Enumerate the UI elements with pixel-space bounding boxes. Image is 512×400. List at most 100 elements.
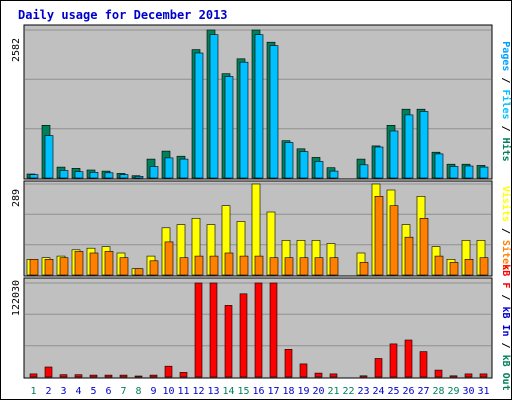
bar-kb-f-day-10 (164, 365, 173, 378)
bar-kb-f-day-30 (464, 373, 473, 378)
bar-sites-day-23 (359, 262, 369, 276)
legend-part-bottom-3: / (500, 337, 511, 355)
day-label-23: 23 (357, 386, 369, 397)
legend-part-middle-2: Sites (500, 240, 512, 270)
bar-sites-day-12 (194, 255, 204, 276)
bar-files-day-15 (239, 61, 249, 179)
day-label-29: 29 (447, 386, 459, 397)
bar-files-day-11 (179, 158, 189, 179)
bar-sites-day-5 (89, 252, 99, 276)
bar-kb-f-day-18 (284, 348, 293, 378)
bar-files-day-10 (164, 157, 174, 179)
bar-sites-day-13 (209, 255, 219, 276)
bar-files-day-12 (194, 52, 204, 179)
bar-sites-day-3 (59, 257, 69, 276)
bar-files-day-31 (479, 166, 489, 179)
day-label-10: 10 (162, 386, 174, 397)
bar-kb-f-day-26 (404, 339, 413, 378)
bar-sites-day-1 (29, 258, 39, 276)
day-label-31: 31 (477, 386, 489, 397)
bar-sites-day-27 (419, 218, 429, 276)
day-label-24: 24 (372, 386, 384, 397)
day-label-28: 28 (432, 386, 444, 397)
day-label-22: 22 (342, 386, 354, 397)
bar-files-day-8 (134, 176, 144, 179)
bar-kb-f-day-1 (29, 373, 38, 378)
bar-files-day-4 (74, 171, 84, 179)
legend-part-bottom-2: kB In (500, 306, 511, 336)
day-label-1: 1 (30, 386, 36, 397)
day-label-21: 21 (327, 386, 339, 397)
bar-kb-f-day-5 (89, 374, 98, 378)
bar-files-day-16 (254, 34, 264, 179)
legend-part-middle-0: Visits (500, 186, 512, 222)
bar-kb-f-day-24 (374, 358, 383, 378)
bar-sites-day-6 (104, 251, 114, 276)
day-label-4: 4 (75, 386, 81, 397)
bar-files-day-1 (29, 174, 39, 179)
bar-files-day-3 (59, 170, 69, 179)
bar-files-day-30 (464, 165, 474, 179)
bar-kb-f-day-6 (104, 374, 113, 378)
bar-files-day-6 (104, 172, 114, 179)
bar-files-day-27 (419, 111, 429, 179)
day-label-11: 11 (177, 386, 189, 397)
bar-kb-f-day-29 (449, 375, 458, 378)
bar-sites-day-16 (254, 255, 264, 276)
bar-files-day-17 (269, 45, 279, 179)
legend-part-top-4: Hits (500, 138, 512, 162)
day-label-30: 30 (462, 386, 474, 397)
bar-sites-day-19 (299, 257, 309, 276)
legend-part-top-2: Files (500, 89, 512, 119)
bar-kb-f-day-8 (134, 375, 143, 378)
bar-files-day-7 (119, 174, 129, 179)
bar-sites-day-29 (449, 262, 459, 276)
bar-kb-f-day-20 (314, 372, 323, 378)
bar-files-day-14 (224, 76, 234, 179)
bar-kb-f-day-3 (59, 374, 68, 378)
chart-title: Daily usage for December 2013 (18, 8, 228, 22)
day-labels: 1 2 3 4 5 6 7 8 9 10 11 12 13 14 15 16 17 18 19 20 21 22 23 24 2… (30, 386, 489, 397)
bar-sites-day-10 (164, 241, 174, 276)
bar-sites-day-18 (284, 257, 294, 276)
day-label-13: 13 (207, 386, 219, 397)
day-label-27: 27 (417, 386, 429, 397)
bar-files-day-23 (359, 164, 369, 179)
bar-sites-day-11 (179, 257, 189, 276)
legend-part-top-3: / (500, 120, 511, 138)
bar-sites-day-31 (479, 257, 489, 276)
bar-sites-day-30 (464, 258, 474, 276)
legend-top: Pages / Files / Hits (500, 41, 512, 161)
bar-files-day-25 (389, 130, 399, 179)
bar-kb-f-day-28 (434, 369, 443, 378)
bar-files-day-19 (299, 151, 309, 179)
day-label-3: 3 (60, 386, 66, 397)
day-label-26: 26 (402, 386, 414, 397)
bar-sites-day-20 (314, 257, 324, 276)
bar-files-day-5 (89, 172, 99, 179)
day-label-17: 17 (267, 386, 279, 397)
legend-part-bottom-0: kB F (500, 264, 511, 288)
bar-files-day-20 (314, 161, 324, 179)
day-label-18: 18 (282, 386, 294, 397)
day-label-6: 6 (105, 386, 111, 397)
day-label-15: 15 (237, 386, 249, 397)
day-label-19: 19 (297, 386, 309, 397)
bar-sites-day-26 (404, 236, 414, 276)
bar-kb-f-day-27 (419, 351, 428, 378)
bar-kb-f-day-2 (44, 366, 53, 378)
legend-part-top-0: Pages (500, 41, 511, 71)
day-label-16: 16 (252, 386, 264, 397)
bar-sites-day-17 (269, 257, 279, 276)
bar-sites-day-9 (149, 260, 159, 276)
bar-files-day-18 (284, 142, 294, 179)
bar-files-day-29 (449, 166, 459, 179)
legend-part-top-1: / (500, 71, 511, 89)
legend-part-middle-1: / (500, 222, 511, 240)
day-label-8: 8 (135, 386, 141, 397)
bar-kb-f-day-9 (149, 374, 158, 378)
bar-kb-f-day-7 (119, 374, 128, 378)
day-label-25: 25 (387, 386, 399, 397)
middle-ymax-label: 289 (11, 189, 22, 207)
